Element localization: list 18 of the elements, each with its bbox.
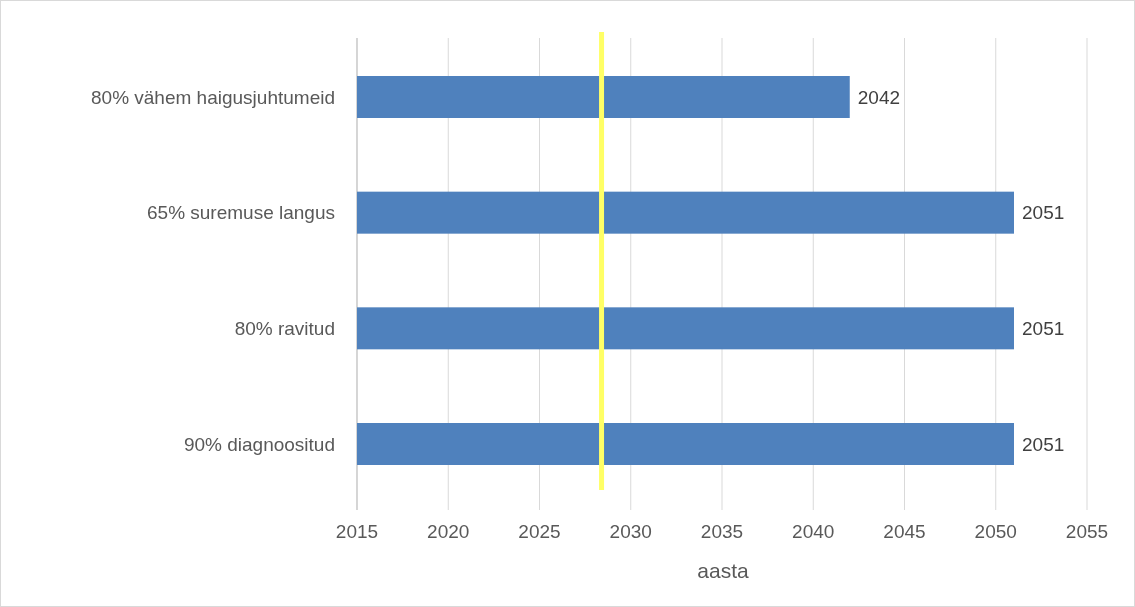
y-tick-label: 90% diagnoositud [183, 433, 335, 455]
x-tick-label: 2050 [974, 521, 1017, 542]
x-tick-label: 2045 [883, 521, 926, 542]
y-tick-label: 80% vähem haigusjuhtumeid [91, 86, 335, 108]
y-tick-label: 65% suremuse langus [147, 202, 335, 224]
x-tick-label: 2020 [427, 521, 470, 542]
x-tick-label: 2035 [700, 521, 744, 542]
y-tick-label: 80% ravitud [234, 317, 335, 339]
data-label: 2042 [857, 86, 901, 108]
x-tick-label: 2030 [609, 521, 652, 542]
x-tick-label: 2015 [335, 521, 379, 542]
x-tick-label: 2040 [792, 521, 835, 542]
data-label: 2051 [1022, 202, 1065, 224]
x-axis-title: aasta [697, 559, 750, 582]
x-tick-label: 2055 [1065, 521, 1109, 542]
data-label: 2051 [1022, 317, 1065, 339]
data-label: 2051 [1022, 433, 1065, 455]
x-tick-label: 2025 [518, 521, 561, 542]
